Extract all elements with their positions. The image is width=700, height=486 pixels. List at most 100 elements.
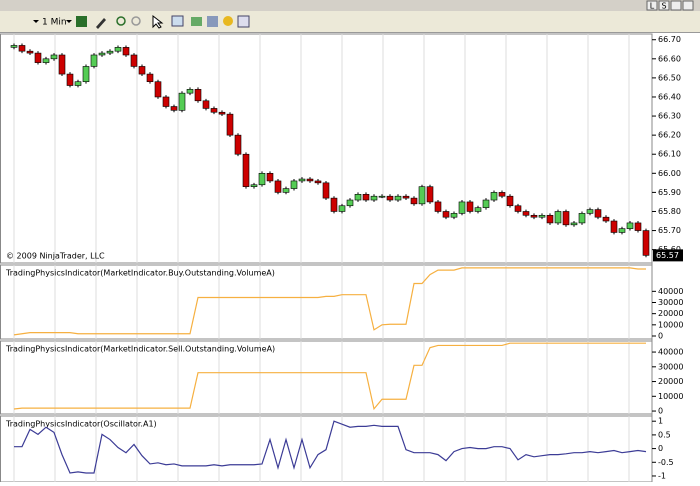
button-close[interactable]: [682, 0, 694, 11]
candle-body: [498, 192, 506, 197]
button-s[interactable]: [658, 0, 670, 11]
zoom-in-icon[interactable]: [116, 16, 126, 26]
y-tick-label: 40000: [658, 287, 683, 296]
zoom-out-icon[interactable]: [131, 16, 141, 26]
candle-body: [370, 195, 378, 201]
candle-body: [178, 92, 186, 111]
candle-body: [322, 182, 330, 199]
panel-frame: [0, 264, 653, 340]
y-tick-label: 66.50: [658, 73, 681, 82]
candle-body: [570, 222, 578, 226]
candle-body: [50, 54, 58, 60]
candle-body: [386, 195, 394, 201]
candle-body: [554, 211, 562, 224]
candle-body: [626, 222, 634, 229]
candle-body: [242, 153, 250, 187]
candle-body: [338, 205, 346, 212]
indicator-line: [13, 342, 646, 411]
indicator-icon[interactable]: [207, 16, 218, 27]
candle-body: [226, 113, 234, 136]
y-tick-label: 65.70: [658, 226, 681, 235]
candle-body: [66, 73, 74, 86]
indicator-title: TradingPhysicsIndicator(MarketIndicator.…: [5, 345, 275, 354]
candle-body: [442, 211, 450, 218]
candle-body: [394, 195, 402, 201]
panel-frame: [0, 340, 653, 415]
y-tick-label: 1: [658, 417, 663, 426]
candle-body: [282, 188, 290, 193]
candle-body: [314, 180, 322, 184]
y-tick-label: 30000: [658, 362, 683, 371]
interval[interactable]: 1 Min: [42, 18, 67, 28]
indicator-line: [14, 420, 647, 474]
candle-body: [506, 195, 514, 207]
y-tick-label: 66.70: [658, 35, 681, 44]
y-tick-label: 10000: [658, 320, 683, 329]
last-price-box: [653, 249, 683, 262]
candle-body: [82, 66, 90, 83]
candle-body: [482, 199, 490, 208]
candle-body: [170, 106, 178, 111]
candle-body: [250, 184, 258, 187]
bar-type-icon[interactable]: [76, 16, 87, 27]
candle-body: [234, 134, 242, 155]
candle-body: [114, 47, 122, 52]
window-buttons: L S: [646, 0, 694, 11]
candle-body: [610, 220, 618, 233]
y-tick-label: 40000: [658, 348, 683, 357]
copyright: © 2009 NinjaTrader, LLC: [6, 252, 105, 261]
data-box-icon[interactable]: [237, 15, 250, 28]
properties-icon[interactable]: [171, 15, 184, 27]
candle-body: [146, 73, 154, 83]
dropdown-arrow[interactable]: [33, 20, 39, 23]
candle-body: [290, 180, 298, 189]
candle-body: [562, 211, 570, 226]
candle-body: [362, 194, 370, 201]
candle-body: [74, 81, 82, 86]
strategy-icon[interactable]: [191, 17, 202, 26]
button-l[interactable]: [646, 0, 658, 11]
candle-body: [642, 230, 650, 256]
last-price-label: 65.57: [656, 251, 679, 260]
candle-body: [194, 89, 202, 102]
y-tick-label: 0.5: [658, 430, 671, 439]
candle-body: [538, 214, 546, 218]
candle-body: [330, 197, 338, 212]
button-s-label: S: [661, 2, 666, 11]
y-tick-label: 30000: [658, 298, 683, 307]
candle-body: [354, 194, 362, 201]
y-tick-label: -1: [658, 471, 666, 480]
candle-body: [266, 173, 274, 182]
candle-body: [618, 228, 626, 233]
candle-body: [18, 45, 26, 52]
candle-body: [530, 214, 538, 218]
y-tick-label: 66.10: [658, 150, 681, 159]
indicator-line: [13, 267, 646, 336]
candle-body: [26, 50, 34, 54]
candle-body: [106, 50, 114, 54]
candle-body: [546, 214, 554, 224]
alert-icon[interactable]: [223, 16, 233, 26]
interval-arrow[interactable]: [66, 20, 72, 23]
candle-body: [10, 45, 18, 48]
y-tick-label: 20000: [658, 309, 683, 318]
plot-area: 66.70 66.60 66.50 66.40 66.30 66.20 66.10 66.00…: [0, 33, 683, 483]
candle-body: [410, 197, 418, 205]
candle-body: [458, 201, 466, 214]
y-tick-label: 20000: [658, 377, 683, 386]
toolbar-bg: [0, 11, 700, 33]
candle-body: [594, 209, 602, 218]
candle-body: [186, 89, 194, 94]
candle-body: [138, 66, 146, 75]
button-maximize[interactable]: [670, 0, 682, 11]
candle-body: [122, 47, 130, 56]
draw-icon[interactable]: [96, 18, 106, 29]
candle-body: [522, 211, 530, 216]
candle-body: [514, 205, 522, 212]
cursor-icon[interactable]: [152, 14, 164, 29]
y-tick-label: 65.90: [658, 188, 681, 197]
candle-body: [474, 207, 482, 212]
candle-body: [578, 213, 586, 224]
